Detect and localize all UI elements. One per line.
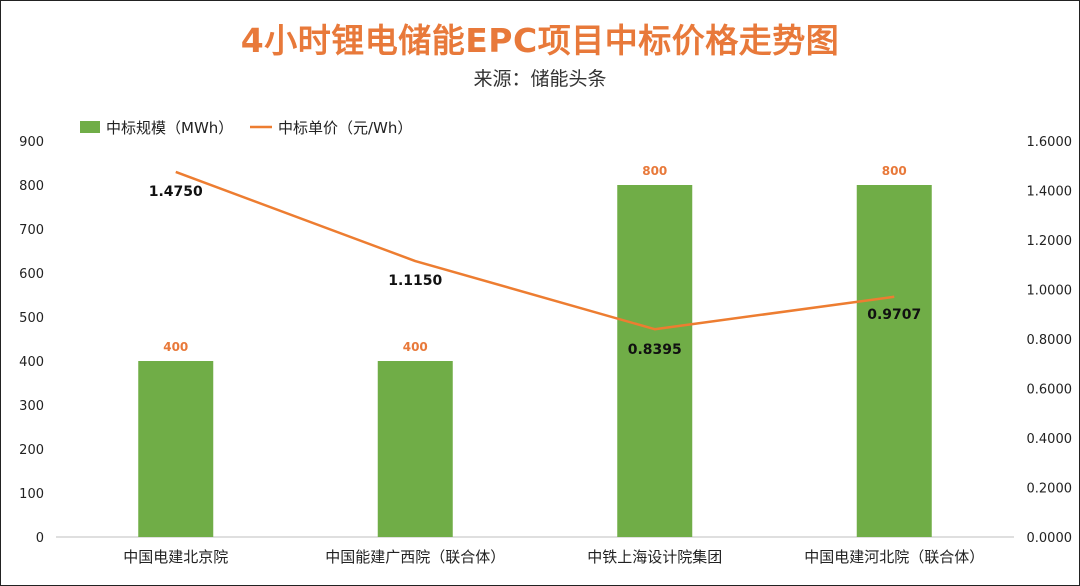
y-right-tick-label: 0.4000 bbox=[1027, 432, 1073, 447]
y-right-tick-label: 0.6000 bbox=[1027, 383, 1073, 398]
category-label: 中国电建北京院 bbox=[123, 548, 228, 566]
legend-line-label: 中标单价（元/Wh） bbox=[278, 119, 412, 137]
legend-bar-label: 中标规模（MWh） bbox=[106, 119, 233, 137]
bar-data-label: 800 bbox=[642, 164, 667, 178]
y-left-tick-label: 100 bbox=[19, 487, 44, 502]
y-left-tick-label: 800 bbox=[19, 179, 44, 194]
y-right-tick-label: 1.2000 bbox=[1027, 234, 1073, 249]
line-series bbox=[175, 170, 895, 331]
y-left-tick-label: 400 bbox=[19, 355, 44, 370]
legend-bar-swatch bbox=[80, 121, 100, 133]
line-data-label: 1.4750 bbox=[149, 184, 203, 200]
y-left-tick-label: 500 bbox=[19, 311, 44, 326]
y-right-tick-label: 1.4000 bbox=[1027, 185, 1073, 200]
y-right-tick-label: 0.8000 bbox=[1027, 333, 1073, 348]
bar bbox=[856, 185, 932, 537]
price-line bbox=[175, 170, 895, 331]
bar-series bbox=[138, 185, 932, 537]
category-label: 中铁上海设计院集团 bbox=[587, 548, 722, 566]
y-left-axis: 0 100 200 300 400 500 600 700 800 900 bbox=[19, 135, 44, 546]
bar-data-label: 400 bbox=[403, 340, 428, 354]
y-left-tick-label: 900 bbox=[19, 135, 44, 150]
line-data-label: 1.1150 bbox=[388, 273, 442, 289]
category-label: 中国电建河北院（联合体） bbox=[804, 548, 984, 566]
y-right-tick-label: 0.2000 bbox=[1027, 482, 1073, 497]
line-data-label: 0.8395 bbox=[628, 342, 682, 358]
y-right-tick-label: 1.0000 bbox=[1027, 284, 1073, 299]
line-data-label: 0.9707 bbox=[867, 307, 921, 323]
bar-data-labels: 400 400 800 800 bbox=[163, 164, 907, 354]
category-label: 中国能建广西院（联合体） bbox=[325, 548, 505, 566]
line-data-labels: 1.4750 1.1150 0.8395 0.9707 bbox=[149, 184, 922, 358]
bar bbox=[377, 361, 453, 537]
chart-subtitle: 来源：储能头条 bbox=[473, 68, 607, 90]
y-left-tick-label: 300 bbox=[19, 399, 44, 414]
bar-data-label: 400 bbox=[163, 340, 188, 354]
y-right-axis: 0.0000 0.2000 0.4000 0.6000 0.8000 1.0000 1.20… bbox=[1027, 135, 1073, 546]
category-labels: 中国电建北京院 中国能建广西院（联合体） 中铁上海设计院集团 中国电建河北院（联合体） bbox=[123, 548, 984, 566]
legend: 中标规模（MWh） 中标单价（元/Wh） bbox=[80, 119, 412, 137]
y-right-tick-label: 1.6000 bbox=[1027, 135, 1073, 150]
y-right-tick-label: 0.0000 bbox=[1027, 531, 1073, 546]
y-left-tick-label: 0 bbox=[36, 531, 44, 546]
y-left-tick-label: 700 bbox=[19, 223, 44, 238]
bar bbox=[138, 361, 214, 537]
bar bbox=[617, 185, 693, 537]
bar-data-label: 800 bbox=[882, 164, 907, 178]
chart-title: 4小时锂电储能EPC项目中标价格走势图 bbox=[240, 21, 840, 60]
y-left-tick-label: 600 bbox=[19, 267, 44, 282]
y-left-tick-label: 200 bbox=[19, 443, 44, 458]
